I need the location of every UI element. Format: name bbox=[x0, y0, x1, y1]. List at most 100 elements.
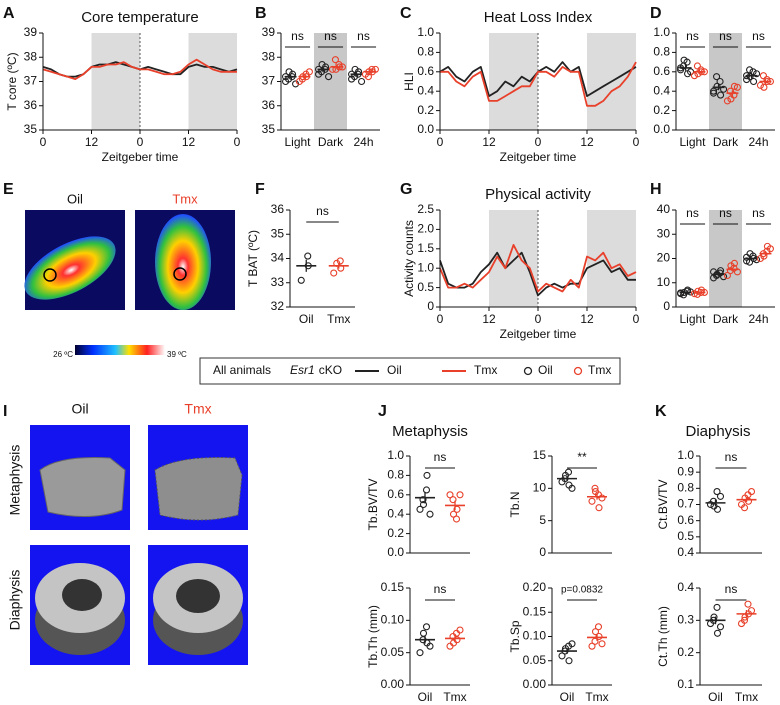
image-label: Tmx bbox=[172, 191, 198, 206]
y-axis-label: Ct.BV/TV bbox=[656, 479, 670, 529]
y-tick-label: 1.0 bbox=[677, 448, 694, 462]
y-tick-label: 36 bbox=[271, 202, 285, 216]
x-tick-label: 0 bbox=[535, 135, 542, 149]
data-point bbox=[297, 276, 305, 284]
data-point bbox=[330, 269, 338, 277]
y-tick-label: 10 bbox=[533, 481, 547, 495]
section-title: Metaphysis bbox=[392, 423, 468, 440]
panel-label: C bbox=[400, 5, 412, 22]
data-point bbox=[419, 500, 428, 509]
x-tick-label: 0 bbox=[437, 135, 444, 149]
y-tick-label: 0 bbox=[663, 299, 670, 313]
y-tick-label: 0.4 bbox=[417, 83, 434, 97]
image-label: Oil bbox=[71, 401, 88, 417]
y-tick-label: 0.8 bbox=[387, 468, 404, 482]
data-point bbox=[750, 77, 758, 86]
x-tick-label: 12 bbox=[85, 135, 99, 149]
x-axis-label: Zeitgeber time bbox=[500, 150, 577, 164]
y-axis-label: T BAT (ºC) bbox=[246, 230, 260, 287]
thermal-images: Oil Tmx 26 ºC 39 ºC bbox=[24, 191, 235, 359]
thermal-blob bbox=[155, 214, 211, 310]
y-tick-label: 0.10 bbox=[381, 613, 405, 627]
x-tick-label: Oil bbox=[299, 312, 314, 326]
significance: ns bbox=[357, 29, 370, 43]
y-tick-label: 0.05 bbox=[523, 653, 547, 667]
significance: ns bbox=[324, 29, 337, 43]
data-point bbox=[743, 253, 751, 261]
data-point bbox=[717, 91, 725, 99]
thermal-blob bbox=[24, 236, 116, 300]
data-point bbox=[358, 77, 366, 86]
x-tick-label: 12 bbox=[482, 312, 496, 326]
x-tick-label: Dark bbox=[713, 135, 739, 149]
data-point bbox=[453, 505, 461, 513]
data-point bbox=[693, 62, 701, 70]
y-tick-label: 1.0 bbox=[417, 25, 434, 39]
x-tick-label: Tmx bbox=[585, 690, 608, 704]
data-point bbox=[351, 65, 359, 73]
data-point bbox=[727, 95, 735, 103]
legend-text: Esr1 cKO bbox=[290, 363, 342, 377]
panel-label: J bbox=[378, 403, 387, 420]
legend: All animals Esr1 cKO Oil Tmx Oil Tmx bbox=[199, 357, 621, 385]
data-point bbox=[740, 616, 749, 624]
x-tick-label: 24h bbox=[353, 135, 373, 149]
x-tick-label: 0 bbox=[535, 312, 542, 326]
bone bbox=[176, 579, 220, 613]
legend-text: Oil bbox=[538, 363, 553, 377]
x-tick-label: Oil bbox=[560, 690, 575, 704]
significance: ns bbox=[686, 29, 699, 43]
y-tick-label: 0.2 bbox=[387, 526, 404, 540]
significance: ** bbox=[577, 450, 587, 464]
data-point bbox=[591, 628, 600, 636]
y-tick-label: 36 bbox=[262, 98, 276, 112]
legend-text: Esr1 bbox=[290, 363, 315, 377]
y-tick-label: 1.0 bbox=[387, 448, 404, 462]
y-tick-label: 0.0 bbox=[387, 545, 404, 559]
y-axis-label: Tb.Sp bbox=[508, 620, 522, 652]
y-tick-label: 2.5 bbox=[417, 202, 434, 216]
significance: ns bbox=[719, 29, 732, 43]
data-point bbox=[419, 496, 427, 504]
y-tick-label: 36 bbox=[24, 98, 38, 112]
y-tick-label: 37 bbox=[24, 74, 38, 88]
data-point bbox=[713, 73, 721, 81]
chart: ns Oil Tmx 0.1 0.2 0.3 0.4 Ct.Th (mm) bbox=[656, 580, 762, 704]
y-tick-label: 0.6 bbox=[387, 487, 404, 501]
micro-ct: Oil Tmx Metaphysis Diaphysis bbox=[7, 401, 248, 665]
data-point bbox=[591, 488, 600, 496]
y-tick-label: 1.5 bbox=[417, 241, 434, 255]
data-point bbox=[709, 497, 718, 505]
data-point bbox=[756, 81, 764, 89]
data-point bbox=[318, 60, 326, 69]
significance: p=0.0832 bbox=[561, 585, 603, 596]
dark-phase bbox=[709, 33, 742, 130]
legend-box bbox=[199, 357, 621, 385]
data-point bbox=[747, 488, 756, 496]
data-point bbox=[449, 496, 457, 504]
x-tick-label: 0 bbox=[40, 135, 47, 149]
y-tick-label: 0.4 bbox=[653, 83, 670, 97]
significance: ns bbox=[291, 29, 304, 43]
data-point bbox=[423, 471, 431, 479]
data-point bbox=[693, 290, 701, 298]
series-line bbox=[439, 251, 636, 297]
data-point bbox=[766, 245, 774, 253]
legend-text: Tmx bbox=[474, 363, 497, 377]
y-tick-label: 0.2 bbox=[417, 103, 434, 117]
x-tick-label: 0 bbox=[137, 135, 144, 149]
x-axis-label: Zeitgeber time bbox=[500, 327, 577, 341]
y-tick-label: 20 bbox=[657, 251, 671, 265]
roi bbox=[43, 268, 57, 282]
dark-phase bbox=[587, 210, 636, 307]
panel-label: D bbox=[650, 5, 662, 22]
x-tick-label: Dark bbox=[318, 135, 344, 149]
y-tick-label: 0.2 bbox=[653, 103, 670, 117]
panel-label: B bbox=[255, 5, 267, 22]
y-tick-label: 39 bbox=[262, 25, 276, 39]
y-tick-label: 0.00 bbox=[381, 677, 405, 691]
chart-title: Core temperature bbox=[81, 9, 199, 26]
y-axis-label: Tb.BV/TV bbox=[366, 478, 380, 530]
